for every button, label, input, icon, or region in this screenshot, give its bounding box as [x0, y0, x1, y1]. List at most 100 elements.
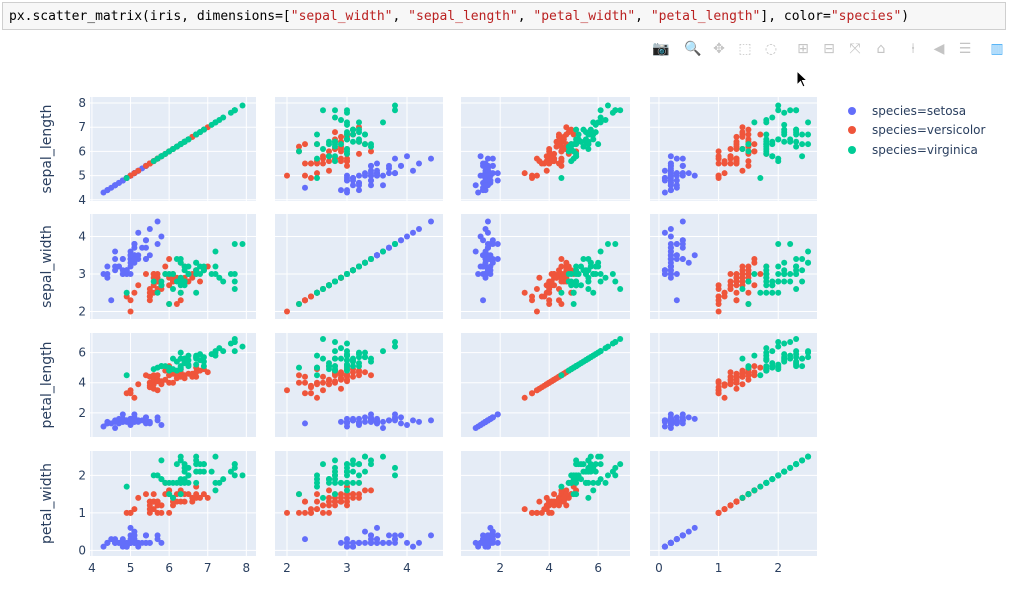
data-point-versicolor	[314, 141, 320, 148]
hover-compare-icon[interactable]: ☰	[958, 41, 972, 57]
data-point-versicolor	[344, 502, 350, 509]
data-point-virginica	[200, 461, 207, 468]
data-point-setosa	[356, 539, 362, 546]
data-point-setosa	[127, 415, 134, 422]
data-point-virginica	[231, 339, 238, 346]
data-point-versicolor	[314, 289, 320, 296]
data-point-virginica	[573, 457, 580, 464]
data-point-setosa	[350, 417, 356, 424]
data-point-virginica	[193, 259, 200, 266]
data-point-versicolor	[558, 256, 565, 262]
pan-icon[interactable]: ✥	[713, 41, 725, 57]
data-point-virginica	[227, 271, 234, 277]
data-point-versicolor	[146, 384, 153, 391]
data-point-versicolor	[344, 373, 350, 380]
data-point-setosa	[374, 417, 380, 424]
data-point-setosa	[667, 256, 674, 262]
data-point-setosa	[482, 248, 489, 255]
data-point-versicolor	[344, 155, 350, 162]
data-point-versicolor	[326, 498, 332, 505]
data-point-virginica	[231, 107, 238, 114]
data-point-setosa	[154, 414, 161, 421]
data-point-virginica	[380, 248, 386, 255]
data-point-virginica	[216, 274, 223, 281]
data-point-setosa	[344, 189, 350, 196]
zoom-out-icon[interactable]: ⊟	[823, 41, 835, 57]
data-point-versicolor	[127, 390, 134, 397]
data-point-setosa	[386, 244, 392, 251]
data-point-virginica	[570, 148, 577, 155]
data-point-setosa	[487, 539, 494, 546]
data-point-versicolor	[326, 376, 332, 383]
data-point-setosa	[356, 420, 362, 427]
data-point-virginica	[177, 349, 184, 356]
data-point-versicolor	[302, 172, 308, 179]
lasso-select-icon[interactable]: ◌	[764, 41, 778, 57]
data-point-setosa	[368, 167, 374, 174]
data-point-virginica	[314, 141, 320, 148]
data-point-versicolor	[154, 155, 161, 162]
data-point-setosa	[115, 179, 122, 186]
plotly-logo-icon[interactable]: ▥	[990, 41, 1004, 57]
data-point-virginica	[578, 476, 585, 483]
box-select-icon[interactable]: ⬚	[738, 41, 752, 57]
reset-axes-icon[interactable]: ⌂	[876, 41, 886, 57]
legend-item-virginica[interactable]: species=virginica	[844, 140, 985, 160]
data-point-virginica	[805, 131, 812, 138]
data-point-virginica	[344, 271, 350, 277]
legend-item-setosa[interactable]: species=setosa	[844, 101, 985, 121]
data-point-versicolor	[745, 372, 752, 379]
data-point-setosa	[112, 263, 119, 270]
data-point-setosa	[356, 263, 362, 270]
data-point-virginica	[177, 457, 184, 464]
code-cell[interactable]: px.scatter_matrix(iris, dimensions=["sep…	[2, 2, 1006, 30]
data-point-versicolor	[558, 372, 565, 379]
data-point-versicolor	[173, 143, 180, 150]
data-point-virginica	[793, 348, 800, 355]
data-point-virginica	[573, 136, 580, 143]
data-point-virginica	[595, 263, 602, 270]
hover-closest-icon[interactable]: ◀	[933, 41, 945, 57]
data-point-versicolor	[344, 372, 350, 379]
data-point-versicolor	[150, 271, 157, 277]
data-point-virginica	[781, 468, 788, 475]
legend-item-versicolor[interactable]: species=versicolor	[844, 121, 985, 141]
data-point-setosa	[484, 182, 491, 189]
zoom-icon[interactable]: 🔍	[684, 41, 702, 57]
data-point-virginica	[332, 491, 338, 498]
data-point-setosa	[368, 539, 374, 546]
camera-icon[interactable]: 📷	[652, 41, 670, 57]
data-point-virginica	[787, 464, 794, 471]
data-point-virginica	[362, 131, 368, 138]
subplot-background	[275, 451, 443, 556]
spike-lines-icon[interactable]: ⍿	[911, 41, 915, 57]
data-point-setosa	[374, 172, 380, 179]
data-point-virginica	[763, 363, 770, 370]
data-point-setosa	[661, 423, 668, 430]
data-point-setosa	[480, 172, 487, 179]
data-point-versicolor	[332, 136, 338, 143]
data-point-setosa	[489, 155, 496, 162]
data-point-setosa	[119, 177, 126, 184]
data-point-setosa	[667, 417, 674, 424]
data-point-versicolor	[326, 363, 332, 370]
data-point-versicolor	[563, 146, 570, 152]
data-point-setosa	[667, 244, 674, 251]
data-point-versicolor	[548, 509, 555, 516]
data-point-setosa	[487, 252, 494, 259]
autoscale-icon[interactable]: ⤧	[849, 41, 861, 57]
data-point-virginica	[332, 348, 338, 355]
data-point-versicolor	[553, 375, 560, 382]
data-point-setosa	[398, 162, 404, 169]
data-point-versicolor	[332, 502, 338, 509]
data-point-virginica	[344, 367, 350, 374]
data-point-virginica	[570, 364, 577, 371]
zoom-in-icon[interactable]: ⊞	[797, 41, 809, 57]
data-point-versicolor	[173, 301, 180, 307]
data-point-versicolor	[158, 286, 165, 292]
data-point-virginica	[231, 464, 238, 471]
data-point-setosa	[100, 423, 107, 430]
data-point-setosa	[673, 536, 680, 543]
data-point-setosa	[119, 415, 126, 422]
data-point-virginica	[320, 107, 326, 114]
